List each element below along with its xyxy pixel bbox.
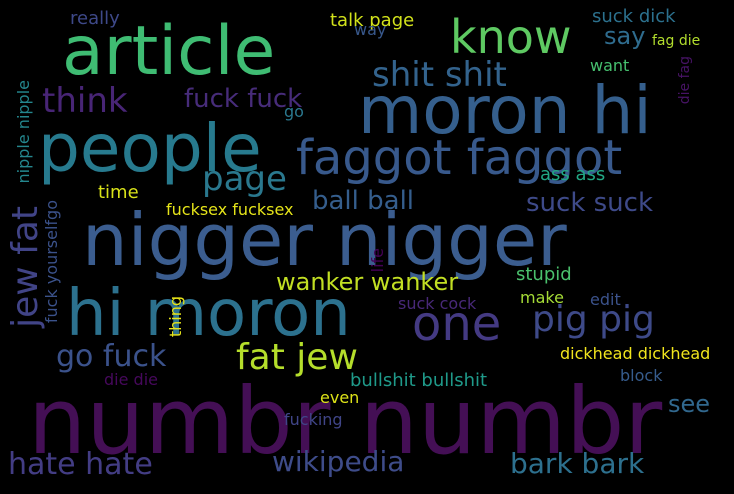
cloud-word: really [70,8,120,29]
cloud-word: stupid [516,264,572,285]
cloud-word: die die [104,370,158,389]
cloud-word: suck suck [526,188,654,218]
cloud-word: say [604,22,646,50]
cloud-word: time [98,182,139,203]
cloud-word: jew fat [5,206,46,328]
cloud-word: fucksex fucksex [166,200,294,219]
cloud-word: life [368,248,387,273]
cloud-word: hate hate [8,447,153,482]
cloud-word: block [620,366,663,385]
cloud-word: fuck fuck [184,84,303,114]
cloud-word: thing [166,296,185,338]
cloud-word: suck cock [398,294,477,313]
cloud-word: fucking [284,410,343,429]
cloud-word: way [354,20,387,39]
cloud-word: page [202,159,287,199]
cloud-word: fuck yourselfgo [42,200,61,324]
cloud-word: nipple nipple [14,80,33,184]
cloud-word: want [590,56,630,75]
cloud-word: die fag [677,56,693,105]
cloud-word: numbr numbr [28,368,663,475]
cloud-word: make [520,288,564,307]
cloud-word: bark bark [510,447,645,480]
cloud-word: moron hi [358,72,652,149]
cloud-word: people [38,110,262,187]
cloud-word: talk page [330,10,415,31]
cloud-word: bullshit bullshit [350,370,488,391]
cloud-word: go [284,102,304,121]
cloud-word: wikipedia [272,445,405,478]
cloud-word: fat jew [236,337,358,378]
cloud-word: article [62,12,276,91]
cloud-word: nigger nigger [82,198,567,282]
cloud-word: fag die [652,33,701,49]
cloud-word: ass ass [540,164,606,185]
cloud-word: see [668,390,711,418]
cloud-word: think [42,81,128,121]
cloud-word: ball ball [312,186,415,216]
cloud-word: dickhead dickhead [560,344,711,363]
cloud-word: faggot faggot [296,130,623,186]
cloud-word: hi moron [66,277,351,351]
cloud-word: go fuck [56,339,167,374]
cloud-word: wanker wanker [276,268,459,296]
cloud-word: know [450,10,572,64]
cloud-word: edit [590,290,621,309]
cloud-word: one [412,296,502,352]
cloud-word: even [320,388,360,407]
cloud-word: pig pig [532,299,655,340]
cloud-word: suck dick [592,6,676,27]
cloud-word: shit shit [372,55,507,95]
